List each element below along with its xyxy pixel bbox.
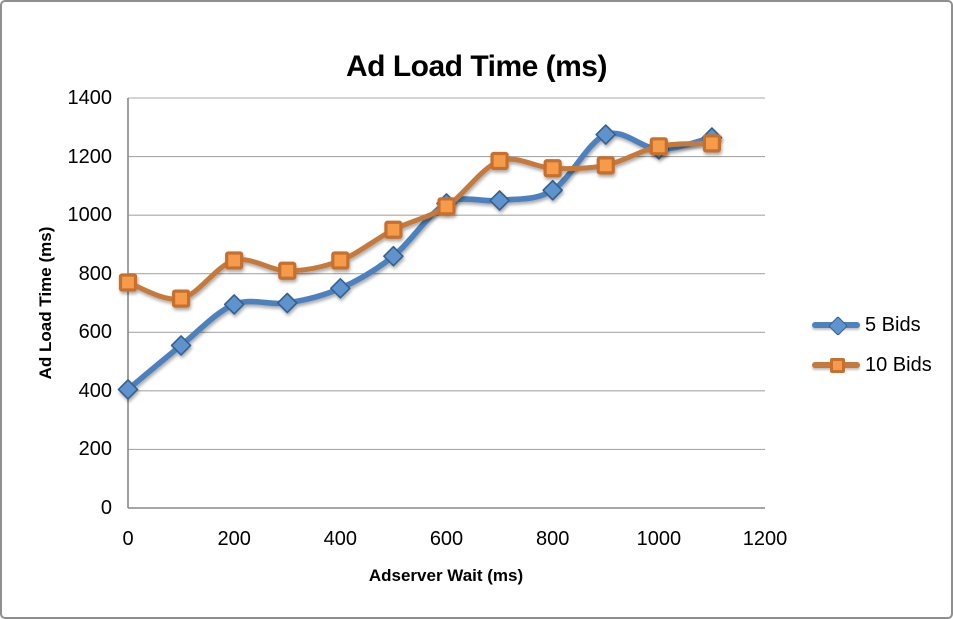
diamond-marker-icon (489, 190, 510, 211)
x-tick-label: 800 (535, 528, 570, 550)
series-5-bids (117, 124, 723, 400)
y-tick-label: 1200 (67, 145, 113, 168)
diamond-marker-icon (223, 294, 245, 315)
legend-item-5-bids: 5 Bids (812, 312, 932, 338)
x-tick-label: 1000 (636, 528, 682, 550)
legend-item-10-bids: 10 Bids (812, 352, 932, 378)
square-marker-icon (649, 137, 668, 156)
series-line (125, 130, 715, 393)
legend-line-sample-5-bids (812, 312, 862, 338)
diamond-marker-icon (383, 245, 404, 267)
y-tick-label: 800 (78, 262, 112, 285)
diamond-marker-icon (170, 335, 192, 356)
diamond-marker-icon (595, 124, 617, 145)
square-marker-icon (596, 156, 615, 175)
diamond-marker-icon (330, 278, 351, 299)
chart-title: Ad Load Time (ms) (346, 50, 607, 84)
y-tick-label: 600 (78, 321, 112, 344)
square-marker-icon (490, 151, 509, 171)
x-tick-label: 400 (323, 528, 358, 550)
x-tick-label: 1200 (742, 528, 788, 550)
legend-label: 5 Bids (865, 313, 921, 336)
square-marker-icon (331, 251, 350, 270)
square-marker-icon (225, 251, 244, 270)
x-tick-label: 0 (122, 528, 134, 550)
y-axis-label: Ad Load Time (ms) (36, 226, 55, 380)
x-tick-label: 600 (429, 528, 464, 550)
square-marker-icon (118, 273, 138, 292)
series-line (125, 140, 715, 302)
y-tick-label: 1400 (67, 87, 113, 109)
square-marker-icon (278, 261, 297, 280)
square-marker-icon (702, 134, 722, 153)
square-marker-icon (543, 159, 562, 178)
y-tick-label: 400 (78, 379, 112, 402)
square-marker-icon (829, 357, 845, 373)
y-tick-label: 1000 (67, 204, 113, 227)
diamond-marker-icon (117, 379, 139, 400)
legend: 5 Bids 10 Bids (812, 312, 932, 392)
y-tick-label: 200 (78, 438, 112, 461)
square-marker-icon (171, 289, 191, 308)
x-axis-label: Adserver Wait (ms) (368, 566, 524, 585)
diamond-marker-icon (542, 179, 563, 201)
legend-line-sample-10-bids (812, 352, 862, 378)
square-marker-icon (384, 220, 403, 239)
legend-label: 10 Bids (865, 353, 932, 376)
series-10-bids (118, 134, 722, 308)
x-tick-label: 200 (217, 528, 251, 550)
y-tick-label: 0 (100, 497, 112, 519)
diamond-marker-icon (828, 316, 848, 336)
square-marker-icon (437, 197, 456, 216)
diamond-marker-icon (276, 292, 298, 314)
